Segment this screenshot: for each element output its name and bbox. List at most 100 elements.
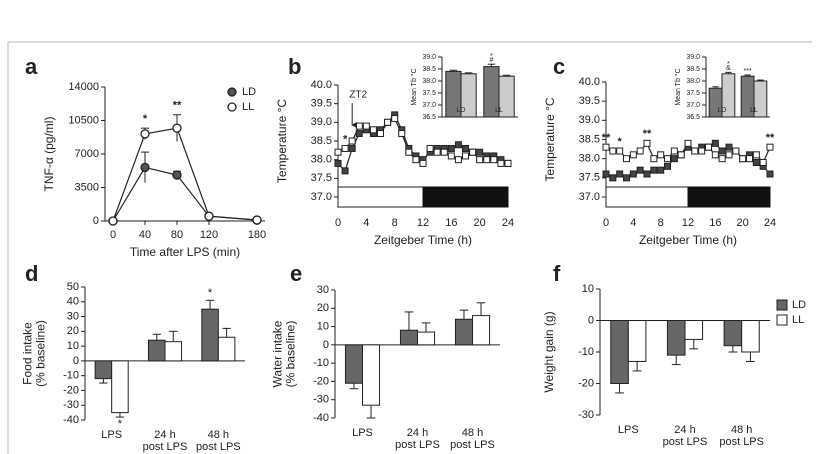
bar xyxy=(399,329,419,346)
marker xyxy=(725,151,733,159)
x-axis-label: Time after LPS (min) xyxy=(130,245,240,259)
marker xyxy=(609,174,617,182)
x-tick-label: 20 xyxy=(737,217,749,229)
marker xyxy=(348,137,356,145)
y-tick-label: 37.5 xyxy=(311,172,332,184)
x-tick-label: 4 xyxy=(630,217,636,229)
bar xyxy=(627,320,647,362)
y-tick-label: 14000 xyxy=(68,81,99,93)
y-tick-label: 39.0 xyxy=(579,114,600,126)
y-tick-label: 39.5 xyxy=(311,98,332,110)
marker xyxy=(746,155,753,163)
marker xyxy=(447,144,455,152)
annotation: * xyxy=(143,113,148,125)
marker xyxy=(711,139,719,147)
marker xyxy=(670,155,678,163)
bar xyxy=(454,318,474,346)
bar xyxy=(94,360,113,380)
marker xyxy=(766,143,774,151)
marker xyxy=(636,147,644,155)
legend-label: LD xyxy=(792,299,806,311)
bar xyxy=(472,315,491,346)
marker xyxy=(602,170,610,178)
legend-marker xyxy=(776,299,788,311)
marker xyxy=(739,155,747,163)
x-tick-label: LPS xyxy=(618,424,639,436)
y-tick-label: 38.5 xyxy=(686,66,700,73)
marker xyxy=(140,129,150,139)
marker xyxy=(643,170,651,178)
y-tick-label: -30 xyxy=(63,399,79,411)
bar xyxy=(684,320,704,340)
marker xyxy=(616,147,624,155)
y-tick-label: -10 xyxy=(63,370,79,382)
light-phase xyxy=(337,186,424,208)
y-tick-label: 38.5 xyxy=(422,66,436,73)
x-tick-label: 4 xyxy=(363,217,369,229)
y-tick-label: -40 xyxy=(313,412,329,424)
bar xyxy=(723,320,743,347)
y-tick-label: 10 xyxy=(582,283,594,295)
x-tick-label: 0 xyxy=(335,217,341,229)
y-axis-label: Food intake xyxy=(21,322,35,385)
x-tick-label: 16 xyxy=(445,217,457,229)
y-axis-label: Weight gain (g) xyxy=(542,311,556,392)
y-tick-label: 40.0 xyxy=(311,79,332,91)
x-tick-label: post LPS xyxy=(395,439,440,451)
bar xyxy=(741,320,760,353)
bar xyxy=(362,344,381,406)
marker xyxy=(670,147,678,155)
bar xyxy=(201,308,219,362)
marker xyxy=(355,122,363,130)
legend-marker xyxy=(776,314,788,326)
x-tick-label: post LPS xyxy=(719,436,764,448)
y-tick-label: 38.5 xyxy=(311,135,332,147)
marker xyxy=(204,211,214,221)
y-tick-label: -30 xyxy=(313,394,329,406)
annotation: ** xyxy=(766,132,775,144)
y-tick-label: -40 xyxy=(63,414,79,426)
x-tick-label: 120 xyxy=(200,229,218,241)
marker xyxy=(623,155,630,163)
annotation: ** xyxy=(173,100,182,112)
y-tick-label: 39.0 xyxy=(686,54,700,61)
marker xyxy=(172,170,182,180)
marker xyxy=(657,166,665,174)
marker xyxy=(391,115,399,123)
x-axis-label: Zeitgeber Time (h) xyxy=(639,233,737,247)
x-axis-label: Zeitgeber Time (h) xyxy=(374,233,472,247)
marker xyxy=(602,143,610,151)
marker xyxy=(490,156,498,164)
marker xyxy=(718,147,726,155)
bar xyxy=(721,73,736,118)
y-tick-label: 36.5 xyxy=(686,114,700,121)
marker xyxy=(334,159,342,167)
marker xyxy=(752,159,760,166)
bar xyxy=(164,341,183,362)
annotation: * xyxy=(490,53,493,60)
bar xyxy=(460,73,477,118)
y-tick-label: 38.0 xyxy=(579,153,600,165)
y-tick-label: 36.5 xyxy=(422,114,436,121)
bar xyxy=(111,360,129,414)
y-tick-label: 39.0 xyxy=(422,54,436,61)
marker xyxy=(447,152,455,160)
y-tick-label: 0 xyxy=(73,355,79,367)
marker xyxy=(483,156,491,164)
y-axis-label: Temperature °C xyxy=(543,97,557,181)
y-tick-label: 39.5 xyxy=(579,95,600,107)
x-tick-label: LL xyxy=(750,107,758,114)
y-tick-label: -20 xyxy=(63,384,79,396)
marker xyxy=(433,148,441,156)
x-tick-label: 20 xyxy=(474,217,486,229)
x-tick-label: 24 h xyxy=(407,427,428,439)
y-tick-label: 40 xyxy=(67,296,79,308)
x-tick-label: 180 xyxy=(248,229,266,241)
y-tick-label: 37.5 xyxy=(686,90,700,97)
annotation: * xyxy=(208,287,213,299)
x-tick-label: LD xyxy=(718,107,727,114)
bar xyxy=(610,320,629,384)
x-tick-label: 24 h xyxy=(674,424,695,436)
bar xyxy=(147,339,166,362)
marker xyxy=(759,159,767,166)
